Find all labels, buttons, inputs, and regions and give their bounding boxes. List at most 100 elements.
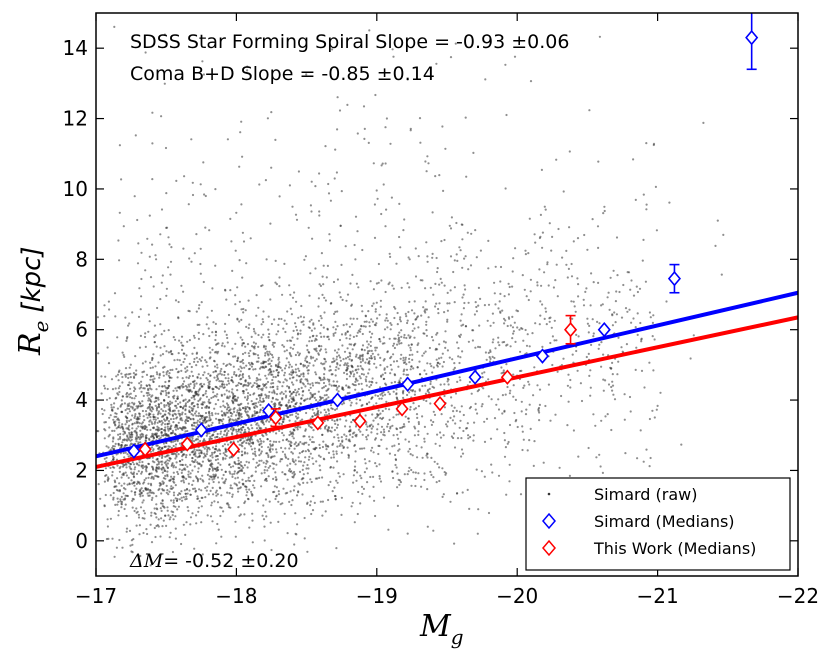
raw-point [230, 391, 233, 394]
raw-point [571, 317, 574, 320]
raw-point [277, 500, 280, 503]
raw-point [234, 414, 238, 417]
raw-point [191, 181, 194, 184]
raw-point [172, 480, 175, 483]
raw-point [542, 461, 545, 464]
raw-point [240, 402, 243, 405]
raw-point [158, 482, 161, 485]
raw-point [454, 422, 457, 425]
raw-point [214, 436, 217, 439]
raw-point [220, 373, 223, 376]
raw-point [421, 279, 424, 282]
raw-point [148, 214, 151, 217]
raw-point [258, 454, 261, 457]
raw-point [211, 451, 214, 454]
raw-point [346, 446, 349, 449]
raw-point [140, 384, 143, 387]
raw-point [313, 396, 316, 399]
raw-point [313, 339, 316, 342]
raw-point [458, 246, 461, 249]
raw-point [361, 332, 364, 336]
raw-point [221, 385, 224, 388]
raw-point [363, 127, 366, 130]
raw-point [170, 424, 173, 427]
raw-point [236, 359, 239, 362]
raw-point [120, 484, 123, 487]
raw-point [156, 475, 159, 478]
raw-point [492, 321, 495, 324]
raw-point [195, 364, 198, 367]
raw-point [152, 413, 155, 416]
raw-point [466, 231, 469, 234]
raw-point [154, 334, 157, 337]
raw-point [406, 393, 409, 397]
raw-point [192, 396, 195, 399]
raw-point [493, 281, 496, 284]
raw-point [288, 377, 292, 380]
raw-point [223, 373, 226, 377]
raw-point [471, 339, 474, 342]
raw-point [143, 512, 146, 515]
raw-point [592, 332, 595, 335]
raw-point [334, 374, 337, 377]
raw-point [288, 447, 291, 450]
raw-point [379, 356, 382, 359]
raw-point [182, 479, 185, 482]
raw-point [204, 359, 207, 362]
raw-point [195, 425, 198, 428]
raw-point [304, 357, 307, 360]
raw-point [354, 380, 357, 383]
raw-point [288, 284, 291, 287]
raw-point [521, 327, 524, 330]
raw-point [272, 440, 275, 443]
raw-point [125, 474, 128, 477]
raw-point [341, 298, 344, 301]
raw-point [342, 446, 345, 449]
raw-point [129, 392, 132, 395]
raw-point [463, 301, 466, 305]
raw-point [167, 420, 171, 423]
raw-point [509, 389, 512, 392]
raw-point [417, 326, 420, 329]
raw-point [187, 475, 190, 478]
raw-point [259, 437, 262, 441]
raw-point [192, 417, 195, 420]
raw-point [224, 478, 228, 481]
raw-point [603, 209, 606, 213]
raw-point [375, 402, 378, 405]
raw-point [586, 317, 589, 320]
raw-point [242, 407, 245, 410]
raw-point [384, 290, 387, 294]
raw-point [248, 488, 251, 491]
raw-point [237, 381, 240, 385]
raw-point [161, 502, 164, 505]
raw-point [148, 403, 151, 406]
raw-point [292, 383, 295, 386]
raw-point [126, 412, 129, 415]
raw-point [188, 453, 192, 456]
raw-point [403, 218, 406, 221]
raw-point [392, 360, 396, 363]
raw-point [468, 407, 471, 410]
raw-point [270, 373, 273, 376]
raw-point [609, 276, 612, 279]
raw-point [345, 384, 348, 387]
raw-point [244, 406, 247, 409]
raw-point [402, 423, 406, 426]
raw-point [231, 412, 234, 415]
raw-point [145, 384, 148, 387]
raw-point [344, 425, 347, 428]
raw-point [267, 446, 270, 449]
raw-point [238, 463, 241, 466]
raw-point [323, 376, 326, 379]
raw-point [219, 370, 222, 373]
raw-point [138, 287, 141, 290]
raw-point [398, 379, 401, 382]
raw-point [611, 389, 614, 392]
raw-point [208, 478, 211, 481]
raw-point [461, 238, 464, 241]
raw-point [461, 491, 464, 494]
raw-point [132, 538, 135, 541]
raw-point [550, 249, 553, 252]
raw-point [520, 400, 523, 403]
